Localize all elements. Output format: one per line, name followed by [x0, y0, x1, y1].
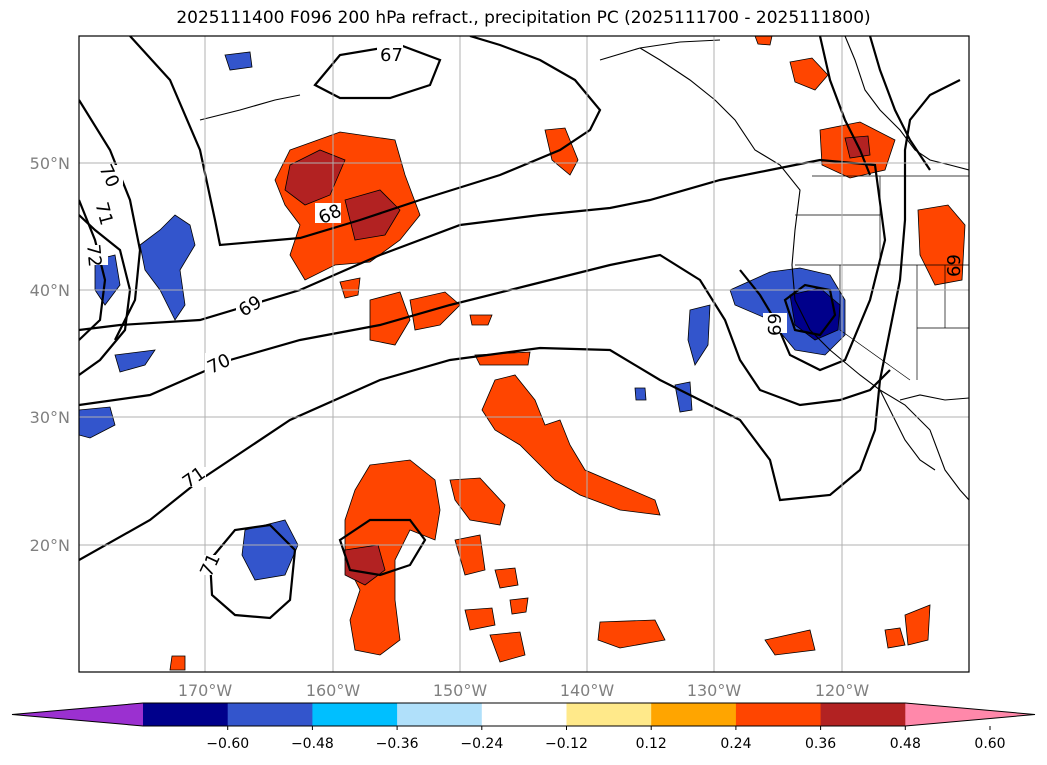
colorbar-segment — [227, 703, 313, 726]
precip-blob — [884, 627, 906, 649]
colorbar-outline — [11, 702, 1036, 727]
colorbar-segment — [481, 703, 567, 726]
precip-blob — [139, 214, 196, 321]
lat-label: 30°N — [30, 408, 70, 427]
plot-frame — [78, 35, 970, 673]
contour-71-small — [208, 523, 297, 620]
precip-blob — [449, 477, 506, 526]
contour-east2 — [868, 36, 931, 171]
gridlines — [79, 36, 969, 672]
precip-blob — [764, 629, 816, 656]
precip-blob — [509, 597, 529, 615]
lon-label: 150°W — [433, 681, 488, 700]
precip-blob — [789, 57, 829, 91]
colorbar-tick-label: −0.12 — [545, 736, 588, 752]
contour-label: 72 — [82, 243, 105, 268]
colorbar-tick-label: −0.24 — [460, 736, 503, 752]
colorbar-segment — [820, 703, 906, 726]
lon-label: 120°W — [815, 681, 870, 700]
colorbar-tick-label: 0.12 — [636, 736, 667, 752]
precip-blob — [481, 374, 661, 516]
precip-blob — [754, 36, 773, 46]
lon-label: 130°W — [687, 681, 742, 700]
contour-east — [818, 36, 872, 176]
precip-blob — [687, 304, 711, 366]
colorbar: −0.60 −0.48 −0.36 −0.24 −0.12 0.12 0.24 0.36 0.4… — [11, 702, 1036, 752]
map-title: 2025111400 F096 200 hPa refract., precip… — [176, 8, 871, 28]
colorbar-segment — [312, 703, 398, 726]
colorbar-segment — [143, 703, 229, 726]
precip-blob — [489, 631, 526, 663]
precip-blob — [224, 51, 253, 71]
colorbar-segment — [735, 703, 822, 726]
precip-blob — [904, 604, 931, 646]
precip-blob — [464, 607, 496, 631]
precip-blob — [494, 567, 519, 589]
lon-label: 170°W — [178, 681, 233, 700]
contour-69 — [79, 158, 887, 372]
state-borders — [795, 175, 969, 381]
longitude-labels: 170°W 160°W 150°W 140°W 130°W 120°W — [178, 681, 870, 700]
colorbar-tick-label: −0.48 — [291, 736, 334, 752]
contour-70 — [79, 253, 891, 407]
contour-71 — [79, 79, 961, 561]
lon-label: 140°W — [560, 681, 615, 700]
colorbar-tick-label: −0.36 — [376, 736, 419, 752]
colorbar-tick-label: −0.60 — [206, 736, 249, 752]
precip-blob — [344, 459, 441, 656]
precip-blob — [597, 619, 666, 649]
contour-69-ca — [783, 283, 837, 337]
contour-hawaii — [338, 518, 427, 577]
precip-blob — [369, 291, 411, 346]
precip-blob — [409, 291, 461, 331]
colorbar-segment — [397, 703, 483, 726]
lat-label: 20°N — [30, 536, 70, 555]
colorbar-segment — [651, 703, 737, 726]
precip-blob — [469, 314, 493, 326]
colorbar-extend-high — [905, 703, 1035, 726]
contour-67 — [313, 43, 442, 100]
contour-label: 69 — [763, 313, 784, 336]
lon-label: 160°W — [306, 681, 361, 700]
colorbar-extend-low — [12, 703, 143, 726]
lat-label: 40°N — [30, 281, 70, 300]
contour-71-left — [79, 99, 142, 341]
precip-blob — [79, 406, 116, 439]
contour-label: 69 — [944, 254, 965, 277]
precip-blob — [114, 349, 156, 373]
colorbar-tick-label: 0.24 — [720, 736, 751, 752]
colorbar-tick-label: 0.36 — [805, 736, 836, 752]
latitude-labels: 50°N 40°N 30°N 20°N — [30, 154, 70, 555]
colorbar-segment — [566, 703, 652, 726]
contour-72 — [79, 199, 107, 341]
precip-blob — [169, 655, 186, 671]
refractivity-contours — [79, 36, 961, 620]
precip-blob — [284, 149, 346, 206]
colorbar-tick-label: 0.60 — [974, 736, 1005, 752]
precip-blob — [634, 387, 647, 401]
lat-label: 50°N — [30, 154, 70, 173]
colorbar-tick-label: 0.48 — [890, 736, 921, 752]
contour-label: 67 — [380, 45, 403, 66]
precip-blob — [241, 519, 299, 581]
precip-blob — [339, 277, 361, 299]
